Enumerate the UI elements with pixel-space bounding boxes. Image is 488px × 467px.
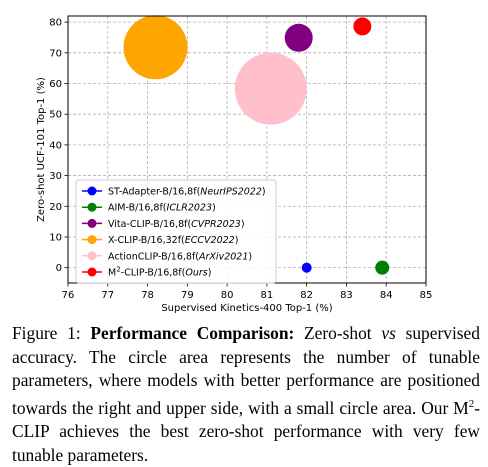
data-points — [123, 15, 390, 275]
x-axis-label: Supervised Kinetics-400 Top-1 (%) — [161, 303, 332, 314]
y-axis-label: Zero-shot UCF-101 Top-1 (%) — [36, 77, 47, 222]
data-point-bubble — [234, 52, 307, 125]
ticks: 76 77 78 79 80 81 82 83 84 85 0 10 20 30 40 50 60 70 80 — [49, 18, 432, 301]
legend-entry: ActionCLIP-B/16,8f(ArXiv2021) — [108, 251, 252, 262]
legend-marker — [87, 218, 97, 228]
x-tick-label: 80 — [221, 290, 234, 301]
caption-bold-title: Performance Comparison: — [90, 323, 295, 343]
y-tick-label: 60 — [49, 79, 62, 90]
caption-text-2: supervised accuracy. The circle area rep… — [12, 323, 480, 418]
legend-entry: M2-CLIP-B/16,8f(Ours) — [108, 266, 211, 279]
caption-vs: vs — [381, 323, 396, 343]
x-tick-label: 82 — [300, 290, 313, 301]
y-tick-label: 40 — [49, 140, 62, 151]
legend-marker — [87, 202, 97, 212]
legend-marker — [87, 235, 97, 245]
data-point-bubble — [284, 23, 313, 52]
legend-entry: ST-Adapter-B/16,8f(NeurIPS2022) — [108, 187, 266, 198]
x-tick-label: 79 — [181, 290, 194, 301]
y-tick-label: 0 — [56, 263, 62, 274]
x-tick-label: 78 — [141, 290, 154, 301]
y-tick-label: 30 — [49, 171, 62, 182]
x-tick-label: 85 — [420, 290, 433, 301]
x-tick-label: 83 — [340, 290, 353, 301]
legend: ST-Adapter-B/16,8f(NeurIPS2022) AIM-B/16,… — [75, 179, 277, 284]
legend-box — [75, 179, 277, 284]
scatter-chart: 76 77 78 79 80 81 82 83 84 85 0 10 20 30 40 50 60 70 80 Su… — [36, 15, 432, 314]
data-point-bubble — [375, 260, 390, 275]
caption-superscript: 2 — [468, 397, 475, 410]
y-tick-label: 10 — [49, 232, 62, 243]
x-tick-label: 77 — [101, 290, 114, 301]
caption-text-1: Zero-shot — [294, 323, 382, 343]
y-tick-label: 80 — [49, 18, 62, 29]
legend-marker — [87, 251, 97, 261]
legend-entry: X-CLIP-B/16,32f(ECCV2022) — [108, 235, 238, 246]
x-tick-label: 76 — [62, 290, 75, 301]
legend-marker — [87, 267, 97, 277]
data-point-bubble — [301, 262, 312, 273]
x-tick-label: 84 — [380, 290, 393, 301]
data-point-bubble — [123, 15, 188, 80]
legend-entry: AIM-B/16,8f(ICLR2023) — [108, 203, 216, 214]
caption-label: Figure 1: — [12, 323, 91, 343]
y-tick-label: 20 — [49, 202, 62, 213]
legend-marker — [87, 186, 97, 196]
legend-entry: Vita-CLIP-B/16,8f(CVPR2023) — [108, 219, 245, 230]
x-tick-label: 81 — [261, 290, 274, 301]
y-tick-label: 50 — [49, 110, 62, 121]
y-tick-label: 70 — [49, 48, 62, 59]
figure: 76 77 78 79 80 81 82 83 84 85 0 10 20 30 40 50 60 70 80 Su… — [12, 15, 480, 465]
data-point-bubble — [353, 17, 372, 36]
figure-caption: Figure 1: Performance Comparison: Zero-s… — [12, 322, 480, 467]
